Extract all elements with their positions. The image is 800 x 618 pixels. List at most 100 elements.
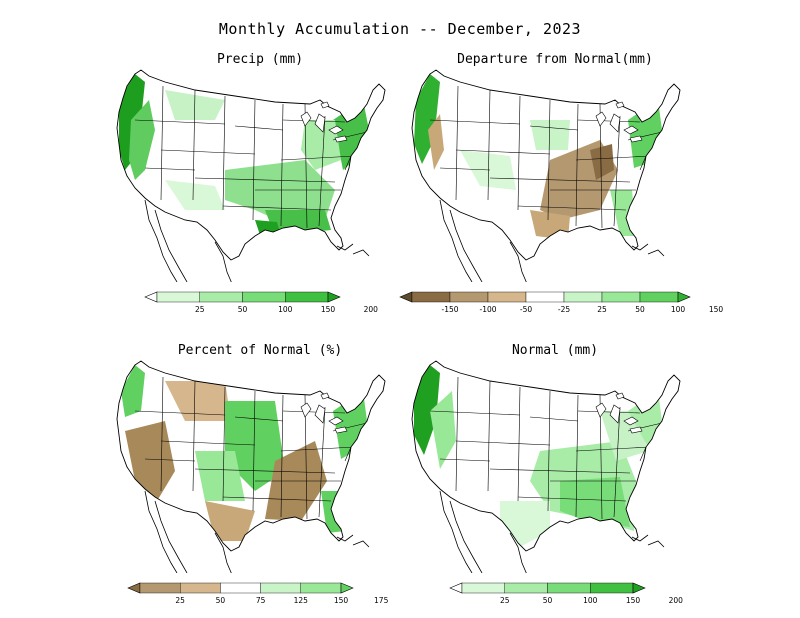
- great-lake: [615, 101, 625, 109]
- coastline: [144, 199, 178, 282]
- great-lake: [300, 402, 312, 418]
- state-boundary: [487, 89, 491, 201]
- coastline: [154, 209, 188, 282]
- colorbar-swatch: [180, 582, 221, 594]
- colorbar-tick-label: 100: [583, 596, 598, 605]
- state-boundary: [344, 446, 352, 462]
- coastline: [509, 241, 527, 282]
- state-boundary: [439, 458, 491, 462]
- great-lake: [314, 113, 326, 133]
- state-boundaries: [429, 85, 663, 229]
- coastline: [154, 500, 188, 573]
- state-boundary: [160, 376, 164, 492]
- colorbar-tick-label: 100: [278, 305, 293, 314]
- colorbar-arrow: [399, 291, 413, 303]
- colorbar-tick-label: 50: [237, 305, 248, 314]
- coastline: [336, 243, 354, 251]
- colorbar-tick-label: 150: [333, 596, 349, 605]
- state-boundary: [280, 394, 284, 518]
- precip-colorbar: 25 50 100 150 200: [144, 291, 378, 314]
- state-boundary: [222, 95, 226, 211]
- colorbar-swatch: [590, 582, 634, 594]
- shaded-region: [590, 144, 614, 180]
- coastline: [411, 360, 681, 552]
- shaded-region: [530, 120, 570, 150]
- state-boundary: [429, 119, 521, 125]
- colorbar-swatch: [260, 582, 302, 594]
- shaded-region: [321, 491, 345, 533]
- coastline: [449, 209, 483, 282]
- state-boundary: [282, 410, 346, 414]
- colorbar-tick-label: 200: [363, 305, 378, 314]
- state-boundary: [282, 119, 346, 123]
- shaded-region: [560, 477, 630, 527]
- colorbar-swatch: [639, 291, 679, 303]
- colorbar-tick-label: 150: [708, 305, 724, 314]
- state-boundary: [517, 496, 627, 502]
- shaded-region: [225, 401, 285, 491]
- shaded-region: [414, 74, 440, 164]
- state-boundary: [280, 446, 356, 452]
- coastline: [116, 69, 386, 261]
- shaded-region: [255, 220, 281, 238]
- precip-map: [116, 69, 386, 282]
- state-boundary: [134, 410, 226, 416]
- great-lake: [328, 416, 344, 426]
- state-boundary: [489, 177, 631, 183]
- state-boundary: [252, 390, 256, 512]
- state-boundary: [144, 167, 196, 171]
- state-boundary: [160, 440, 256, 446]
- state-boundary: [222, 386, 226, 502]
- colorbar-swatch: [547, 582, 591, 594]
- state-boundary: [487, 380, 491, 492]
- coastline: [116, 360, 386, 552]
- colorbar-graphic: [127, 582, 354, 594]
- shaded-region: [333, 100, 369, 170]
- colorbar-swatch: [601, 291, 641, 303]
- state-boundary: [160, 85, 164, 201]
- colorbar-arrow: [677, 291, 691, 303]
- shaded-region: [165, 381, 231, 421]
- great-lake: [334, 135, 348, 143]
- shaded-region: [195, 451, 245, 501]
- great-lake: [314, 404, 326, 424]
- coastline: [214, 532, 232, 573]
- colorbar-tick-label: 25: [597, 305, 607, 314]
- colorbar-swatch: [411, 291, 451, 303]
- shaded-region: [500, 501, 550, 547]
- colorbar-swatch: [300, 582, 342, 594]
- colorbar-arrow: [449, 582, 463, 594]
- colorbar-swatch: [449, 291, 489, 303]
- state-boundary: [222, 496, 332, 502]
- panel-title: Normal (mm): [511, 343, 599, 358]
- great-lake: [609, 404, 621, 424]
- shaded-region: [628, 100, 662, 168]
- coastline: [352, 249, 370, 257]
- state-boundaries: [429, 376, 663, 520]
- colorbar-swatch: [461, 582, 505, 594]
- state-boundaries: [134, 85, 368, 229]
- colorbar-tick-label: 200: [668, 596, 683, 605]
- state-boundary: [639, 155, 647, 171]
- colorbar-swatch: [139, 582, 181, 594]
- state-boundary: [344, 155, 352, 171]
- normal-map: [411, 360, 681, 573]
- state-boundary: [455, 85, 459, 201]
- great-lake: [629, 426, 643, 434]
- great-lake: [623, 125, 639, 135]
- colorbar-tick-label: -50: [519, 305, 533, 314]
- percent-map: [116, 360, 386, 573]
- normal-panel: Normal (mm): [390, 343, 720, 573]
- colorbar-tick-label: -150: [441, 305, 459, 314]
- colorbar-arrow: [127, 582, 141, 594]
- state-boundary: [160, 149, 256, 155]
- coastline: [509, 532, 527, 573]
- state-boundary: [194, 468, 336, 474]
- state-boundary: [318, 406, 326, 518]
- colorbar-swatch: [504, 582, 548, 594]
- state-boundary: [318, 115, 326, 227]
- colorbar-swatch: [525, 291, 565, 303]
- state-boundary: [529, 125, 579, 131]
- state-boundary: [234, 125, 284, 131]
- colorbar-tick-label: 25: [499, 596, 510, 605]
